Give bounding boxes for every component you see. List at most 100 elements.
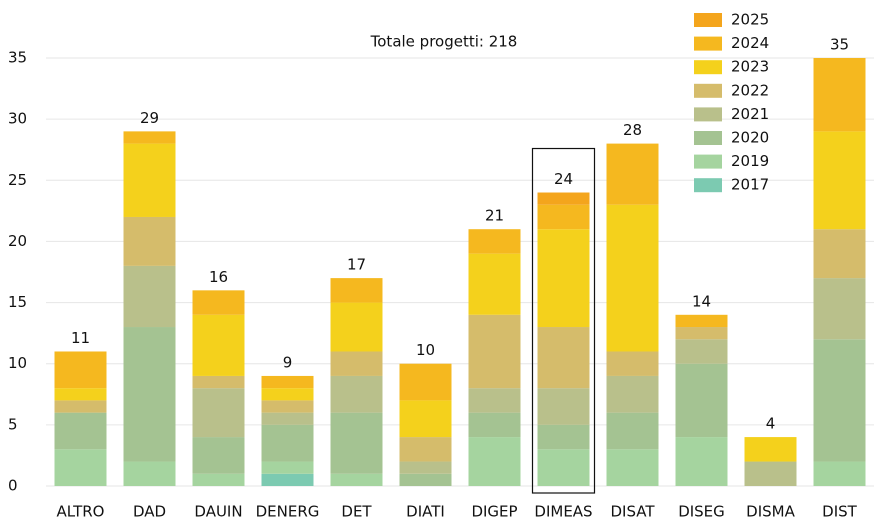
total-label: 28 [623, 121, 642, 139]
x-tick-label: DAD [133, 503, 166, 521]
legend-swatch [694, 154, 722, 169]
bar-segment [537, 229, 590, 328]
bar-segment [537, 327, 590, 389]
x-tick-label: DENERG [256, 503, 320, 521]
bar-segment [399, 473, 452, 486]
x-tick-label: DISMA [746, 503, 795, 521]
bar-segment [123, 461, 176, 486]
legend-label: 2019 [731, 152, 769, 170]
bar-segment [261, 412, 314, 425]
bar-segment [537, 449, 590, 486]
bar-segment [537, 388, 590, 425]
bar-segment [813, 229, 866, 279]
bar-segment [606, 375, 659, 413]
bar-segment [606, 449, 659, 486]
bar-segment [54, 388, 107, 401]
bar-segment [330, 351, 383, 376]
y-tick-label: 15 [8, 293, 27, 311]
bar-segment [675, 363, 728, 438]
bar-segment [330, 473, 383, 486]
y-tick-label: 20 [8, 232, 27, 250]
total-label: 29 [140, 109, 159, 127]
bar-segment [468, 412, 521, 438]
bar-segment [330, 278, 383, 303]
legend-swatch [694, 83, 722, 98]
bar-segment [123, 265, 176, 328]
total-label: 17 [347, 256, 366, 274]
bar-segment [123, 216, 176, 266]
legend-swatch [694, 60, 722, 75]
legend-label: 2022 [731, 81, 769, 99]
total-label: 11 [71, 329, 90, 347]
bar-segment [675, 327, 728, 340]
bar-segment [675, 339, 728, 364]
bar-segment [606, 143, 659, 205]
bar-segment [192, 388, 245, 438]
bar-segment [537, 424, 590, 450]
bar-segment [261, 424, 314, 462]
bar-segment [399, 400, 452, 438]
bar-segment [606, 351, 659, 376]
legend-label: 2021 [731, 105, 769, 123]
y-tick-label: 5 [8, 415, 18, 433]
x-tick-label: DIMEAS [534, 503, 592, 521]
bar-segment [468, 253, 521, 315]
y-tick-label: 25 [8, 171, 27, 189]
bar-segment [330, 302, 383, 352]
legend-swatch [694, 13, 722, 27]
legend-label: 2025 [731, 11, 769, 29]
bar-segment [813, 278, 866, 340]
bar-segment [813, 131, 866, 230]
bar-segment [468, 314, 521, 389]
total-label: 21 [485, 207, 504, 225]
bar-segment [123, 327, 176, 462]
bar-segment [192, 314, 245, 376]
bar-segment [261, 473, 314, 486]
bar-segment [399, 437, 452, 462]
bar-segment [54, 412, 107, 450]
bar-segment [261, 461, 314, 474]
highlight-box [531, 147, 596, 494]
bar-segment [606, 204, 659, 352]
bar-segment [192, 437, 245, 474]
bar-segment [537, 204, 590, 230]
bar-segment [261, 388, 314, 401]
x-tick-label: DIGEP [471, 503, 517, 521]
y-tick-label: 0 [8, 477, 18, 495]
y-tick-label: 35 [8, 49, 27, 67]
bar-segment [192, 473, 245, 486]
x-tick-label: DIST [822, 503, 857, 521]
bar-segment [606, 412, 659, 450]
y-tick-label: 30 [8, 110, 27, 128]
bar-segment [54, 400, 107, 413]
legend-label: 2017 [731, 176, 769, 194]
bar-segment [261, 375, 314, 389]
x-tick-label: ALTRO [57, 503, 105, 521]
bar-segment [468, 229, 521, 254]
bar-segment [54, 351, 107, 389]
legend-swatch [694, 107, 722, 122]
x-tick-label: DISEG [678, 503, 725, 521]
legend-label: 2024 [731, 34, 769, 52]
chart-title: Totale progetti: 218 [370, 33, 518, 51]
y-tick-label: 10 [8, 354, 27, 372]
total-label: 10 [416, 341, 435, 359]
bar-segment [261, 400, 314, 413]
legend-label: 2023 [731, 58, 769, 76]
bar-segment [468, 388, 521, 413]
bar-segment [744, 437, 797, 462]
bar-segment [744, 461, 797, 486]
bar-segment [54, 449, 107, 486]
bar-segment [123, 143, 176, 217]
x-tick-label: DET [341, 503, 372, 521]
total-label: 9 [283, 353, 293, 371]
bar-segment [192, 375, 245, 389]
bar-segment [813, 339, 866, 462]
bar-segment [330, 375, 383, 413]
bar-segment [192, 290, 245, 315]
x-tick-label: DISAT [610, 503, 655, 521]
bar-segment [813, 461, 866, 486]
x-tick-label: DAUIN [194, 503, 242, 521]
legend-swatch [694, 178, 722, 193]
